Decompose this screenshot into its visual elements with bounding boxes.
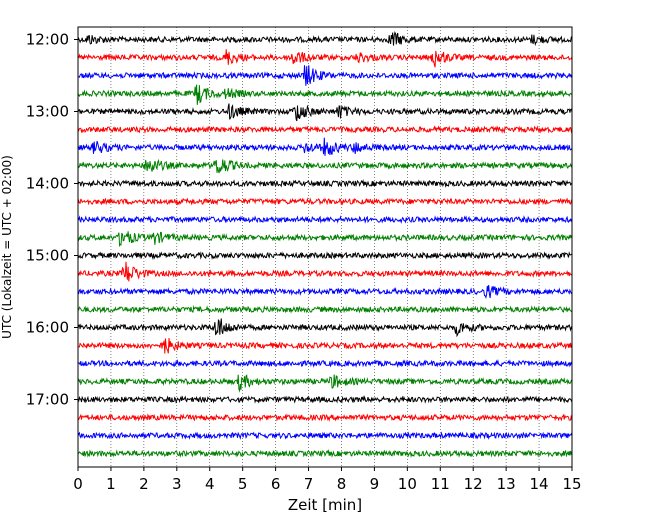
x-tick-label: 1	[106, 475, 116, 493]
trace-1630	[77, 359, 573, 368]
y-axis-ticks: 12:00 13:00 14:00 15:00 16:00 17:00	[26, 31, 78, 409]
trace-1600	[77, 318, 573, 338]
y-tick-label: 13:00	[26, 103, 69, 121]
trace-1545	[78, 304, 573, 314]
trace-1245	[77, 84, 573, 105]
trace-1615	[77, 337, 573, 354]
trace-1400	[77, 178, 573, 188]
trace-1645	[77, 374, 573, 393]
trace-1315	[77, 125, 573, 134]
trace-1700	[77, 395, 573, 404]
trace-1445	[77, 231, 573, 248]
y-tick-label: 17:00	[26, 391, 69, 409]
trace-1345	[77, 158, 573, 174]
x-tick-label: 15	[562, 475, 581, 493]
trace-1230	[77, 65, 573, 86]
x-tick-label: 4	[205, 475, 215, 493]
x-tick-label: 9	[370, 475, 380, 493]
trace-1430	[77, 215, 573, 224]
trace-1530	[77, 284, 573, 299]
x-tick-label: 0	[73, 475, 83, 493]
x-tick-label: 3	[172, 475, 182, 493]
x-tick-label: 7	[304, 475, 314, 493]
trace-1200	[77, 30, 573, 47]
x-axis-label: Zeit [min]	[288, 496, 362, 514]
seismic-traces	[77, 30, 573, 458]
x-tick-label: 10	[398, 475, 417, 493]
x-tick-label: 13	[497, 475, 516, 493]
trace-1515	[77, 261, 573, 282]
y-axis-label: UTC (Lokalzeit = UTC + 02:00)	[0, 155, 14, 339]
trace-1300	[77, 103, 573, 122]
x-axis-ticks: 0 1 2 3 4 5 6 7 8 9 10 11 12 13 14 15	[73, 467, 582, 493]
x-tick-label: 11	[431, 475, 450, 493]
minute-grid	[110, 27, 540, 467]
trace-1330	[77, 137, 573, 156]
x-tick-label: 12	[464, 475, 483, 493]
x-tick-label: 6	[271, 475, 281, 493]
trace-1500	[77, 251, 573, 261]
x-tick-label: 5	[238, 475, 248, 493]
trace-1415	[77, 197, 573, 206]
trace-1715	[77, 413, 573, 422]
x-tick-label: 8	[337, 475, 347, 493]
x-tick-label: 14	[530, 475, 549, 493]
plot-frame	[77, 26, 573, 468]
y-tick-label: 14:00	[26, 175, 69, 193]
x-tick-label: 2	[139, 475, 149, 493]
y-tick-label: 16:00	[26, 319, 69, 337]
trace-1745	[77, 448, 573, 458]
y-tick-label: 15:00	[26, 247, 69, 265]
y-tick-label: 12:00	[26, 31, 69, 49]
trace-1215	[77, 49, 573, 68]
trace-1730	[77, 431, 573, 440]
